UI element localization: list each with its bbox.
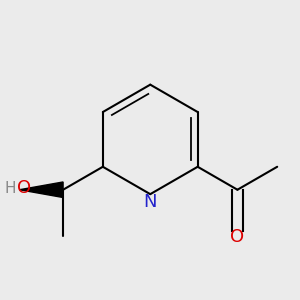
Text: N: N — [143, 193, 157, 211]
Polygon shape — [20, 182, 63, 197]
Text: H: H — [4, 181, 16, 196]
Text: O: O — [230, 228, 244, 246]
Text: O: O — [17, 179, 31, 197]
